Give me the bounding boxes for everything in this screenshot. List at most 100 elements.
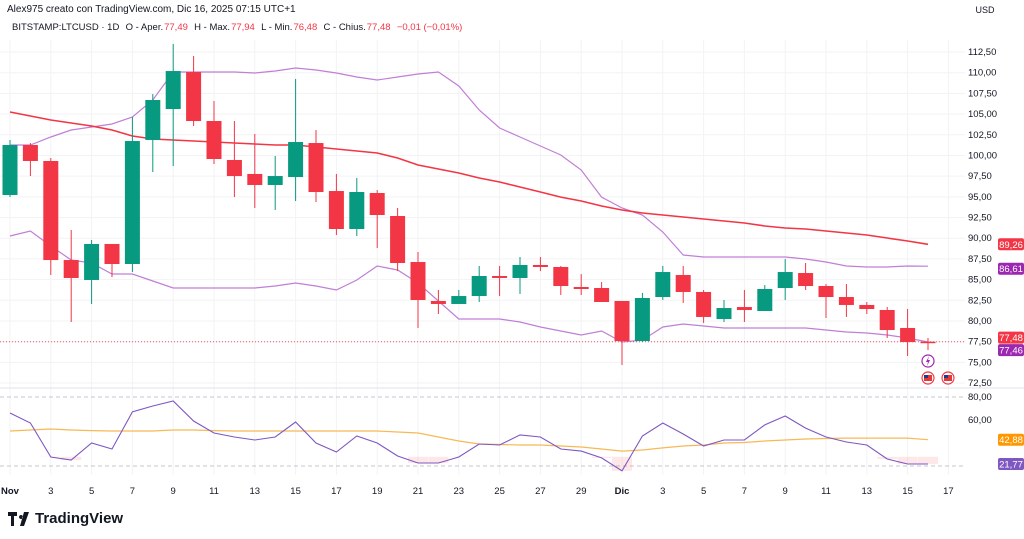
bb-lower-badge: 77,46: [999, 346, 1023, 357]
candle-body: [818, 286, 834, 298]
date-tick-label: 17: [943, 486, 954, 497]
currency-label: USD: [975, 5, 995, 15]
candle-body: [736, 307, 752, 311]
candle-body: [451, 296, 467, 304]
date-tick-label: 21: [413, 486, 424, 497]
date-tick-label: 11: [209, 486, 219, 497]
price-tick-label: 82,50: [968, 295, 992, 306]
date-tick-label: 7: [742, 486, 747, 497]
rsi-oversold-fill: [918, 456, 938, 464]
candle-body: [655, 272, 671, 298]
candle-body: [471, 276, 487, 297]
price-tick-label: 102,50: [968, 130, 997, 141]
bb-upper-badge: 86,61: [999, 264, 1023, 275]
candle-body: [267, 176, 283, 185]
ma-badge-bg: [998, 238, 1024, 251]
date-tick-label: 9: [783, 486, 788, 497]
rsi-oversold-fill: [61, 456, 82, 461]
candle-body: [308, 143, 324, 193]
candle-body: [247, 173, 263, 185]
rsi-tick-label: 80,00: [968, 392, 992, 403]
bb-lower-badge-bg: [998, 344, 1024, 357]
date-tick-label: 7: [130, 486, 135, 497]
lightning-icon-glyph: [926, 356, 930, 366]
candle-body: [349, 192, 365, 230]
high-value: 77,94: [231, 22, 255, 33]
open-value: 77,49: [164, 22, 188, 33]
symbol-label[interactable]: BITSTAMP:LTCUSD · 1D: [12, 22, 120, 33]
date-tick-label: 17: [331, 486, 342, 497]
candle-body: [798, 273, 814, 287]
candle-body: [430, 300, 446, 304]
brand-name: TradingView: [35, 510, 124, 527]
price-tick-label: 80,00: [968, 316, 992, 327]
candle-body: [186, 72, 202, 122]
candle-body: [859, 304, 875, 310]
candle-body: [145, 99, 161, 140]
rsi-ma-badge: 42,88: [999, 435, 1023, 446]
candle-body: [390, 216, 406, 264]
candle-body: [226, 159, 242, 177]
candle-body: [165, 71, 181, 110]
rsi-tick-label: 60,00: [968, 415, 992, 426]
candle-body: [532, 264, 548, 267]
price-tick-label: 97,50: [968, 171, 992, 182]
candle-body: [124, 141, 140, 265]
rsi-oversold-fill: [428, 456, 449, 464]
price-tick-label: 112,50: [968, 47, 996, 58]
candle-body: [206, 121, 222, 159]
rsi-line: [9, 400, 928, 472]
price-tick-label: 110,00: [968, 68, 996, 79]
candle-body: [328, 191, 344, 230]
chart-credit: Alex975 creato con TradingView.com, Dic …: [7, 4, 296, 15]
candle-body: [838, 297, 854, 305]
candle-body: [879, 310, 895, 331]
date-tick-label: 29: [576, 486, 587, 497]
date-tick-label: 27: [535, 486, 546, 497]
date-tick-label: 15: [290, 486, 301, 497]
candle-body: [369, 193, 385, 216]
date-tick-label: 3: [48, 486, 53, 497]
price-tick-label: 100,00: [968, 150, 997, 161]
candle-body: [594, 288, 610, 302]
tradingview-logo-icon: [8, 511, 29, 526]
candle-body: [696, 291, 712, 317]
change-value: −0,01 (−0,01%): [396, 22, 463, 33]
date-tick-label: 13: [250, 486, 261, 497]
rsi-badge-bg: [998, 457, 1024, 470]
date-tick-label: Nov: [1, 486, 20, 497]
date-tick-label: 15: [902, 486, 913, 497]
price-tick-label: 90,00: [968, 233, 992, 244]
date-tick-label: 9: [171, 486, 176, 497]
ma-badge: 89,26: [999, 240, 1023, 251]
date-tick-label: 23: [454, 486, 465, 497]
us-flag-canton: [924, 375, 928, 378]
tradingview-logo[interactable]: TradingView: [8, 510, 123, 527]
moving-average-line: [9, 111, 929, 246]
candle-body: [777, 272, 793, 289]
price-tick-label: 72,50: [968, 378, 992, 389]
rsi-ma-badge-bg: [998, 433, 1024, 446]
date-tick-label: 3: [660, 486, 665, 497]
rsi-badge: 21,77: [999, 459, 1023, 470]
price-tick-label: 85,00: [968, 275, 992, 286]
high-label: H - Max.: [194, 22, 231, 33]
price-tick-label: 107,50: [968, 88, 997, 99]
candle-body: [104, 243, 120, 265]
candle-body: [614, 300, 630, 342]
last-price-badge: 77,48: [999, 333, 1023, 344]
low-label: L - Min.: [261, 22, 293, 33]
price-tick-label: 92,50: [968, 213, 992, 224]
candle-body: [43, 160, 59, 261]
candle-body: [900, 327, 916, 343]
candle-body: [84, 243, 100, 280]
price-tick-label: 75,00: [968, 357, 992, 368]
close-value: 77,48: [366, 22, 391, 33]
low-value: 76,48: [293, 22, 318, 33]
date-tick-label: 5: [701, 486, 706, 497]
candle-body: [512, 264, 528, 278]
candle-body: [716, 308, 732, 320]
candle-body: [573, 287, 589, 289]
candle-body: [2, 145, 18, 195]
